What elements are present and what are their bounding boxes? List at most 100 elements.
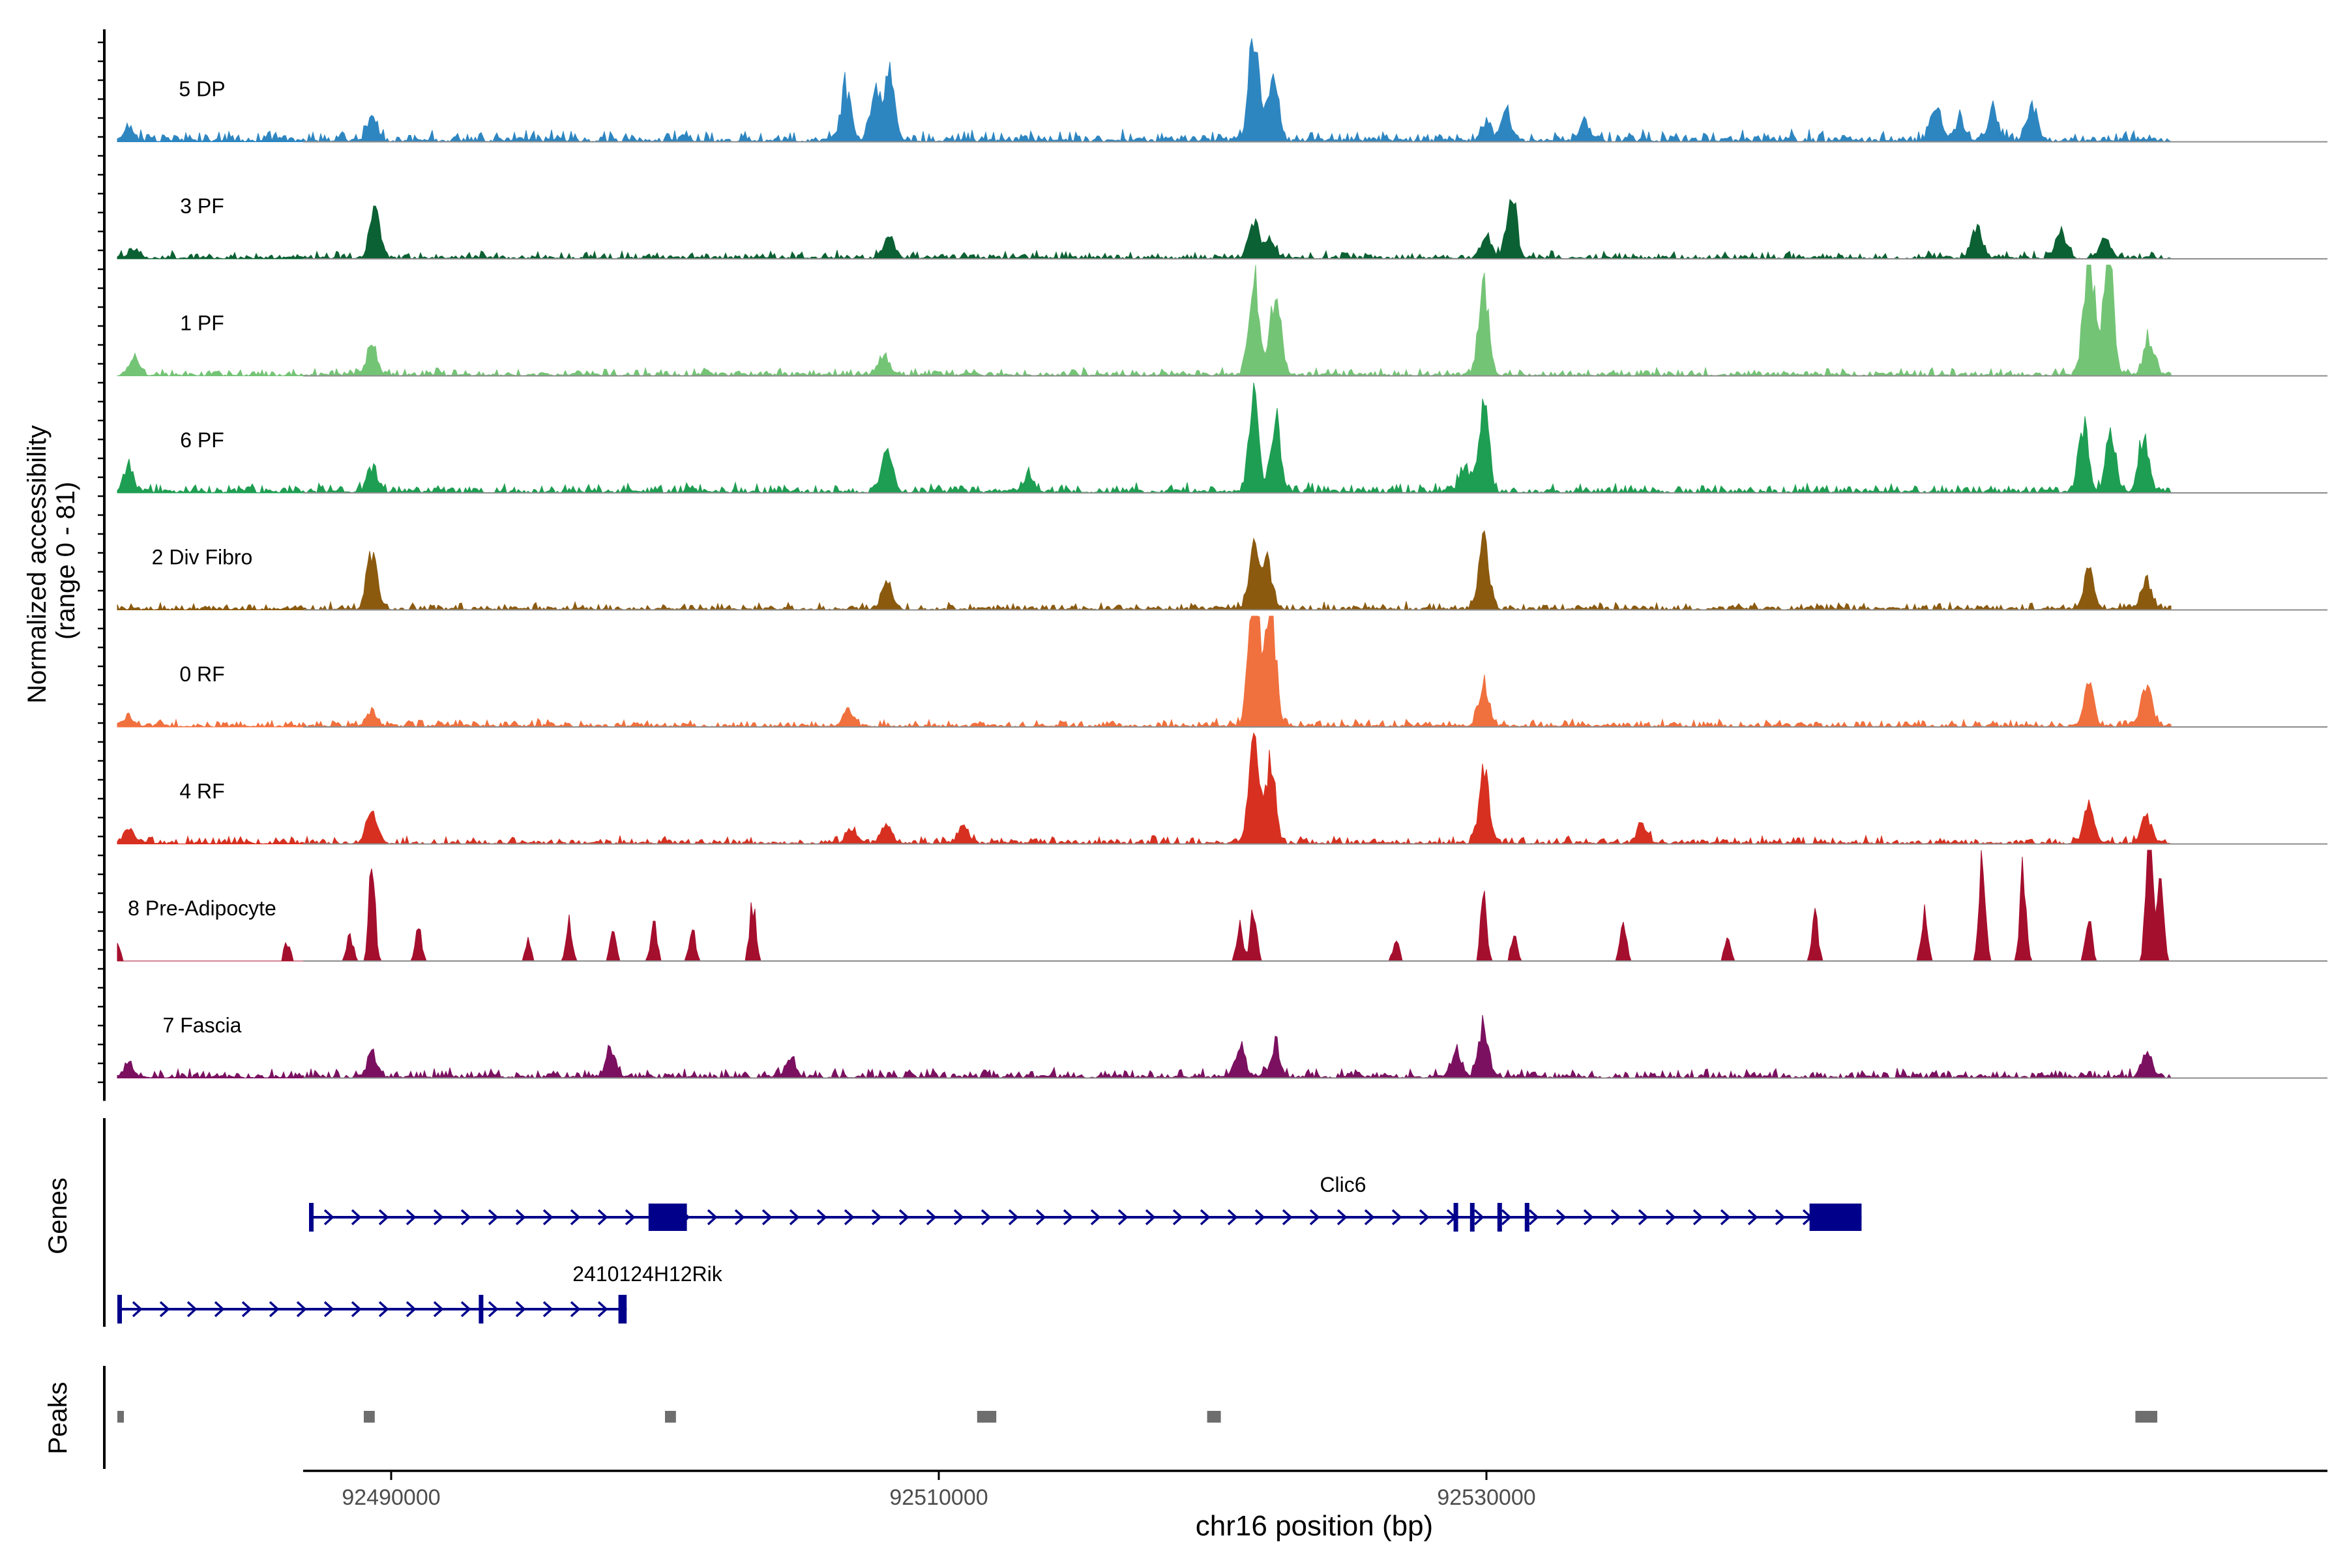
strand-arrow [1282, 1209, 1293, 1226]
gene-clic6: Clic6 [309, 1173, 1862, 1232]
strand-arrow [597, 1301, 608, 1318]
strand-arrow [597, 1209, 608, 1226]
strand-arrow [1501, 1209, 1512, 1226]
gene-exon [117, 1295, 122, 1324]
strand-arrow [433, 1209, 444, 1226]
gene-exon [1453, 1203, 1458, 1232]
strand-arrow [734, 1209, 745, 1226]
strand-arrow [1200, 1209, 1211, 1226]
strand-arrow [542, 1301, 554, 1318]
peak-track [117, 1411, 2157, 1423]
coverage-area [117, 615, 2172, 728]
strand-arrow [707, 1209, 718, 1226]
strand-arrow [433, 1301, 444, 1318]
strand-arrow [460, 1209, 471, 1226]
strand-arrow [1145, 1209, 1156, 1226]
strand-arrow [132, 1301, 143, 1318]
strand-arrow [1035, 1209, 1046, 1226]
strand-arrow [981, 1209, 992, 1226]
track-7-fascia: 7 Fascia [117, 1014, 2327, 1080]
track-8-pre-adipocyte: 8 Pre-Adipocyte [117, 850, 2327, 962]
track-label: 2 Div Fibro [152, 546, 253, 569]
y-axis-label-line1: Normalized accessibility [23, 425, 52, 703]
strand-arrow [570, 1301, 581, 1318]
x-axis: 92490000 92510000 92530000 [303, 1470, 2327, 1510]
strand-arrow [1747, 1209, 1758, 1226]
gene-exon [1524, 1203, 1529, 1232]
gene-name: 2410124H12Rik [572, 1262, 723, 1286]
track-label: 1 PF [180, 312, 224, 335]
strand-arrow [1336, 1209, 1348, 1226]
left-axis [98, 29, 106, 1469]
track-4-rf: 4 RF [117, 732, 2327, 845]
strand-arrow [1638, 1209, 1649, 1226]
strand-arrow [406, 1301, 417, 1318]
x-tick-label: 92510000 [889, 1485, 988, 1510]
track-label: 6 PF [180, 428, 224, 452]
gene-exon [618, 1295, 627, 1324]
gene-track: Clic6 2410124H12Rik [117, 1173, 1862, 1324]
x-axis-label: chr16 position (bp) [1196, 1510, 1433, 1542]
strand-arrow [241, 1301, 252, 1318]
coverage-area [117, 265, 2172, 377]
track-label: 3 PF [180, 194, 224, 218]
peak-region [2135, 1411, 2157, 1423]
strand-arrow [488, 1301, 499, 1318]
track-1-pf: 1 PF [117, 265, 2327, 377]
strand-arrow [1720, 1209, 1731, 1226]
coverage-area [117, 38, 2172, 143]
strand-arrow [323, 1301, 334, 1318]
coverage-area [117, 1014, 2172, 1080]
peak-region [117, 1411, 124, 1423]
peak-region [364, 1411, 375, 1423]
strand-arrow [1528, 1209, 1539, 1226]
strand-arrow [323, 1209, 334, 1226]
strand-arrow [1473, 1209, 1484, 1226]
strand-arrow [844, 1209, 855, 1226]
track-6-pf: 6 PF [117, 383, 2327, 494]
strand-arrow [378, 1209, 389, 1226]
strand-arrow [488, 1209, 499, 1226]
strand-arrow [625, 1209, 636, 1226]
strand-arrow [926, 1209, 937, 1226]
strand-arrow [871, 1209, 882, 1226]
strand-arrow [1419, 1209, 1430, 1226]
strand-arrow [269, 1301, 280, 1318]
strand-arrow [1254, 1209, 1265, 1226]
strand-arrow [159, 1301, 170, 1318]
strand-arrow [1117, 1209, 1129, 1226]
strand-arrow [1556, 1209, 1567, 1226]
gene-exon [479, 1295, 484, 1324]
peak-region [1207, 1411, 1221, 1423]
strand-arrow [1583, 1209, 1594, 1226]
strand-arrow [1692, 1209, 1704, 1226]
coverage-tracks: 5 DP 3 PF 1 PF 6 PF 2 Div Fibro 0 RF 4 RF 8 Pre… [117, 38, 2327, 1080]
track-0-rf: 0 RF [117, 615, 2327, 728]
strand-arrow [1665, 1209, 1676, 1226]
strand-arrow [570, 1209, 581, 1226]
strand-arrow [1364, 1209, 1375, 1226]
strand-arrow [1063, 1209, 1074, 1226]
strand-arrow [816, 1209, 827, 1226]
strand-arrow [1391, 1209, 1402, 1226]
strand-arrow [1008, 1209, 1019, 1226]
strand-arrow [214, 1301, 225, 1318]
peak-region [665, 1411, 676, 1423]
strand-arrow [186, 1301, 198, 1318]
track-label: 5 DP [179, 78, 225, 101]
strand-arrow [296, 1301, 307, 1318]
track-label: 0 RF [179, 662, 224, 686]
x-tick-label: 92490000 [342, 1485, 440, 1510]
track-3-pf: 3 PF [117, 194, 2327, 260]
strand-arrow [1090, 1209, 1101, 1226]
gene-2410124h12rik: 2410124H12Rik [117, 1262, 723, 1324]
strand-arrow [351, 1209, 362, 1226]
track-label: 7 Fascia [163, 1014, 242, 1037]
strand-arrow [406, 1209, 417, 1226]
genes-label: Genes [44, 1177, 72, 1254]
gene-exon [648, 1204, 687, 1231]
strand-arrow [378, 1301, 389, 1318]
gene-exon [1497, 1203, 1502, 1232]
